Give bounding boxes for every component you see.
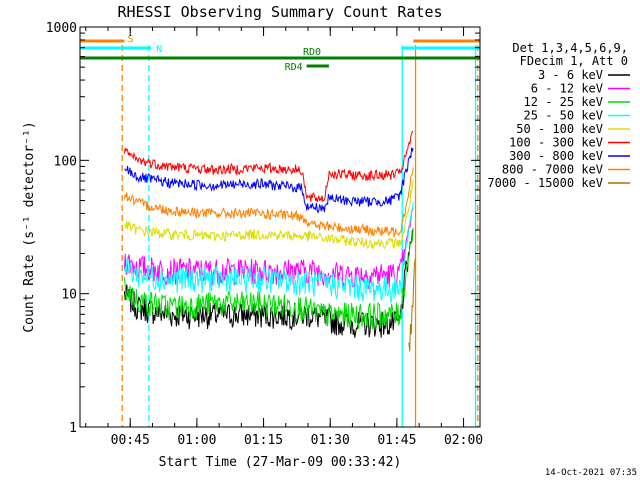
series-line-4	[124, 179, 414, 251]
legend-label-0: 3 - 6 keV	[538, 68, 603, 82]
x-tick-label-0: 00:45	[111, 433, 150, 448]
legend-label-2: 12 - 25 keV	[524, 95, 603, 109]
legend-label-4: 50 - 100 keV	[516, 122, 603, 136]
x-tick-label-3: 01:30	[311, 433, 350, 448]
y-axis-label: Count Rate (s⁻¹ detector⁻¹)	[22, 121, 37, 332]
legend-label-7: 800 - 7000 keV	[502, 163, 603, 177]
series-line-5	[123, 131, 414, 203]
y-tick-label-0: 1	[69, 421, 77, 436]
legend: Det 1,3,4,5,6,9, FDecim 1, Att 0 3 - 6 k…	[487, 41, 630, 190]
legend-label-1: 6 - 12 keV	[531, 82, 603, 96]
legend-label-3: 25 - 50 keV	[524, 109, 603, 123]
series-line-1	[123, 207, 414, 290]
series-line-6	[124, 147, 414, 214]
axes: 1 10 100 1000 00:45 01:00 01:15 01:30 01:45 02:00	[46, 21, 483, 448]
annotation-label-rd0: RD0	[303, 47, 321, 58]
annotation-label-rd4: RD4	[285, 62, 303, 73]
x-tick-label-1: 01:00	[177, 433, 216, 448]
annotation-label-n: N	[156, 44, 162, 55]
chart-title: RHESSI Observing Summary Count Rates	[117, 3, 442, 21]
plot-frame	[79, 26, 481, 428]
legend-label-5: 100 - 300 keV	[509, 136, 603, 150]
series-line-7	[123, 167, 414, 238]
series-line-3	[123, 201, 414, 303]
annotation-label-s: S	[127, 34, 133, 45]
legend-header-line-2: FDecim 1, Att 0	[520, 54, 628, 68]
x-tick-label-2: 01:15	[244, 433, 283, 448]
x-tick-label-4: 01:45	[377, 433, 416, 448]
legend-header-line-1: Det 1,3,4,5,6,9,	[512, 41, 628, 55]
footer-date: 14-Oct-2021 07:35	[545, 468, 637, 478]
y-tick-label-2: 100	[54, 154, 77, 169]
legend-label-8: 7000 - 15000 keV	[487, 176, 603, 190]
x-tick-label-5: 02:00	[444, 433, 483, 448]
series-line-0	[123, 229, 414, 338]
y-tick-label-3: 1000	[46, 21, 77, 36]
x-axis-label: Start Time (27-Mar-09 00:33:42)	[159, 455, 402, 470]
y-tick-label-1: 10	[61, 288, 77, 303]
series-line-8	[408, 258, 416, 352]
legend-label-6: 300 - 800 keV	[509, 149, 603, 163]
series-line-2	[123, 227, 414, 330]
